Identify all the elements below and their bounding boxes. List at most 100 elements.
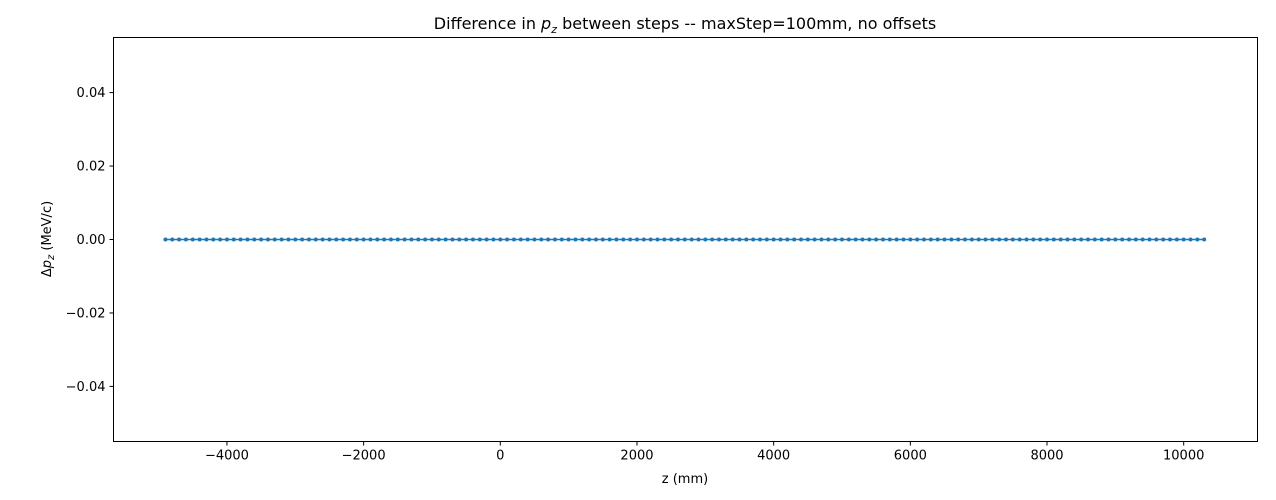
data-point — [860, 237, 865, 242]
data-point — [874, 237, 879, 242]
data-point — [1065, 237, 1070, 242]
data-point — [792, 237, 797, 242]
data-point — [1099, 237, 1104, 242]
y-axis-ticks: 0.04 0.02 0.00 −0.02 −0.04 — [66, 86, 114, 395]
data-point — [805, 237, 810, 242]
data-point — [347, 237, 352, 242]
data-point — [443, 237, 448, 242]
data-point — [1113, 237, 1118, 242]
data-point — [218, 237, 223, 242]
data-point — [648, 237, 653, 242]
data-point — [279, 237, 284, 242]
data-point — [881, 237, 886, 242]
data-point — [505, 237, 510, 242]
data-point — [689, 237, 694, 242]
data-point — [785, 237, 790, 242]
data-point — [798, 237, 803, 242]
data-point — [1147, 237, 1152, 242]
data-point — [300, 237, 305, 242]
data-point — [313, 237, 318, 242]
data-point — [942, 237, 947, 242]
chart-title: Difference in pz between steps -- maxSte… — [434, 14, 936, 36]
data-point — [1120, 237, 1125, 242]
x-axis-ticks: −4000 −2000 0 2000 4000 6000 8000 10000 — [205, 441, 1204, 464]
data-point — [587, 237, 592, 242]
data-point — [628, 237, 633, 242]
data-point — [696, 237, 701, 242]
y-axis-label: Δpz (MeV/c) — [40, 201, 57, 277]
data-point — [429, 237, 434, 242]
data-point — [1106, 237, 1111, 242]
data-point — [327, 237, 332, 242]
data-point — [990, 237, 995, 242]
data-point — [211, 237, 216, 242]
data-point — [819, 237, 824, 242]
data-point — [518, 237, 523, 242]
data-point — [833, 237, 838, 242]
y-tick-label: 0.00 — [77, 233, 106, 248]
data-point — [511, 237, 516, 242]
data-point — [286, 237, 291, 242]
data-point — [259, 237, 264, 242]
data-point — [1161, 237, 1166, 242]
x-tick-label: 2000 — [620, 449, 653, 464]
data-point — [764, 237, 769, 242]
data-point — [197, 237, 202, 242]
data-point — [1045, 237, 1050, 242]
x-tick-label: 0 — [496, 449, 504, 464]
data-point — [361, 237, 366, 242]
data-point — [436, 237, 441, 242]
data-point — [477, 237, 482, 242]
data-point — [1058, 237, 1063, 242]
data-point — [1195, 237, 1200, 242]
data-point — [464, 237, 469, 242]
data-point — [976, 237, 981, 242]
data-point — [388, 237, 393, 242]
data-point — [716, 237, 721, 242]
data-point — [532, 237, 537, 242]
data-point — [265, 237, 270, 242]
data-point — [887, 237, 892, 242]
data-point — [641, 237, 646, 242]
x-tick-label: 4000 — [757, 449, 790, 464]
x-tick-label: 10000 — [1163, 449, 1204, 464]
x-tick-label: 6000 — [894, 449, 927, 464]
data-point — [922, 237, 927, 242]
y-tick-label: −0.04 — [66, 380, 106, 395]
data-point — [812, 237, 817, 242]
data-point — [341, 237, 346, 242]
data-point — [238, 237, 243, 242]
data-point — [409, 237, 414, 242]
y-tick-label: −0.02 — [66, 306, 106, 321]
y-tick-label: 0.04 — [77, 86, 106, 101]
data-point — [744, 237, 749, 242]
data-point — [245, 237, 250, 242]
data-point — [559, 237, 564, 242]
data-point — [771, 237, 776, 242]
data-point — [525, 237, 530, 242]
x-tick-label: −2000 — [342, 449, 386, 464]
data-point — [655, 237, 660, 242]
data-point — [614, 237, 619, 242]
data-point — [163, 237, 168, 242]
data-point — [1079, 237, 1084, 242]
data-point — [908, 237, 913, 242]
data-point — [416, 237, 421, 242]
data-point — [306, 237, 311, 242]
data-point — [682, 237, 687, 242]
data-point — [751, 237, 756, 242]
data-point — [1140, 237, 1145, 242]
data-point — [334, 237, 339, 242]
data-point — [983, 237, 988, 242]
data-point — [320, 237, 325, 242]
data-point — [1051, 237, 1056, 242]
x-axis-label: z (mm) — [662, 472, 708, 487]
data-point — [498, 237, 503, 242]
data-point — [593, 237, 598, 242]
data-point — [607, 237, 612, 242]
data-point — [293, 237, 298, 242]
data-point — [1202, 237, 1207, 242]
data-point — [552, 237, 557, 242]
data-point — [204, 237, 209, 242]
